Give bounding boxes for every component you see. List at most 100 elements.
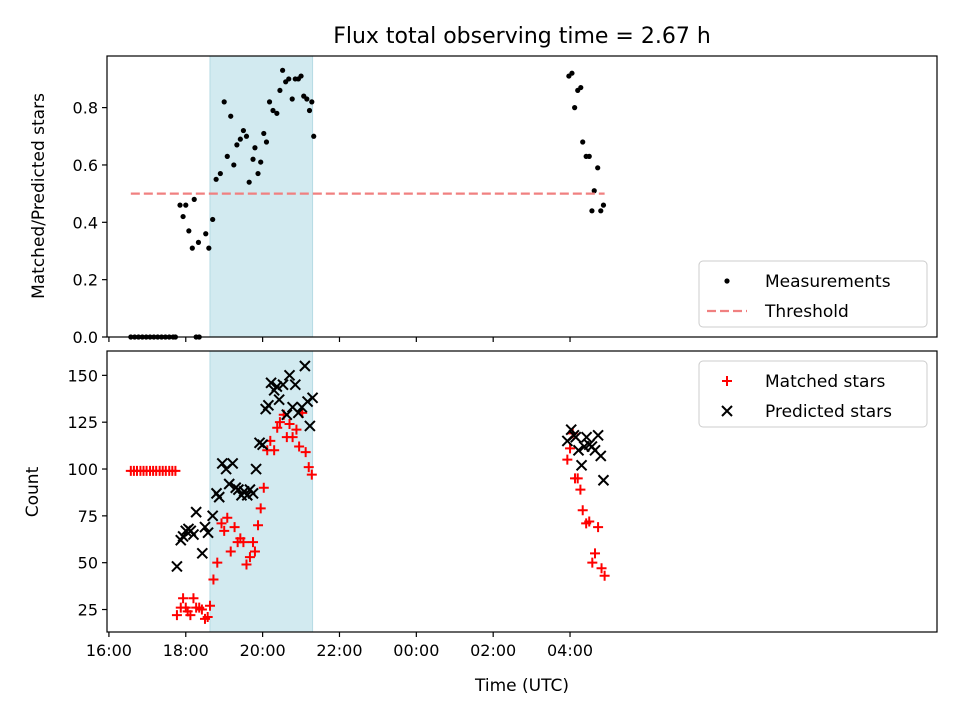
bottom-predicted-star-point <box>206 510 219 522</box>
bottom-matched-star-point <box>248 537 259 548</box>
top-measurement-point <box>195 239 202 245</box>
top-legend-swatch <box>724 278 730 284</box>
bottom-predicted-star-point <box>190 506 202 518</box>
bottom-y-tick-label: 100 <box>67 460 98 479</box>
top-ylabel: Matched/Predicted stars <box>29 93 49 299</box>
bottom-x-tick-label: 18:00 <box>163 641 209 660</box>
bottom-matched-star-point <box>274 417 285 428</box>
top-y-tick-label: 0.0 <box>73 328 98 347</box>
bottom-predicted-star-point <box>187 528 200 541</box>
bottom-predicted-star-point <box>597 474 610 486</box>
bottom-predicted-star-point <box>265 377 277 389</box>
bottom-matched-star-point <box>204 600 215 611</box>
top-measurement-point <box>595 165 601 171</box>
bottom-matched-star-point <box>178 593 189 604</box>
top-legend-label: Measurements <box>765 272 891 292</box>
top-measurement-point <box>258 159 264 165</box>
top-measurement-point <box>266 99 273 105</box>
bottom-predicted-star-point <box>289 379 301 391</box>
bottom-y-tick-label: 75 <box>78 507 98 526</box>
bottom-predicted-star-point <box>304 420 316 432</box>
bottom-predicted-star-point <box>580 431 593 443</box>
top-measurement-point <box>311 133 317 139</box>
bottom-x-tick-label: 02:00 <box>470 641 516 660</box>
bottom-legend-box <box>698 360 928 428</box>
bottom-y-tick-label: 50 <box>78 554 98 573</box>
top-measurement-point <box>309 99 315 105</box>
top-measurement-point <box>243 133 250 139</box>
bottom-panel: 16:00 18:00 20:00 22:00 00:00 02:00 04:00 25 50 7… <box>67 350 938 660</box>
bottom-predicted-star-point <box>250 463 262 475</box>
bottom-predicted-star-point <box>306 392 319 404</box>
bottom-predicted-star-point <box>575 459 588 471</box>
bottom-xlabel: Time (UTC) <box>474 676 569 696</box>
top-axes-frame <box>106 55 938 338</box>
top-measurement-point <box>591 188 597 194</box>
bottom-x-tick-label: 22:00 <box>316 641 362 660</box>
top-measurement-point <box>237 136 243 142</box>
bottom-x-tick-label: 00:00 <box>393 641 439 660</box>
bottom-matched-star-point <box>599 570 610 581</box>
bottom-y-tick-label: 125 <box>67 413 98 432</box>
bottom-matched-star-point <box>185 610 196 621</box>
bottom-matched-star-point <box>244 552 255 563</box>
bottom-x-tick-label: 16:00 <box>86 641 132 660</box>
bottom-y-tick-label: 150 <box>67 366 98 385</box>
bottom-predicted-star-point <box>572 444 585 456</box>
top-measurement-point <box>298 73 304 79</box>
top-measurement-point <box>263 139 270 145</box>
top-measurement-point <box>231 162 237 168</box>
top-measurement-point <box>213 176 219 182</box>
bottom-predicted-star-point <box>565 423 577 436</box>
bottom-predicted-star-point <box>595 450 607 462</box>
top-measurement-point <box>600 202 607 208</box>
top-measurement-point <box>250 156 256 162</box>
bottom-matched-star-point <box>188 593 199 604</box>
bottom-matched-star-point <box>196 604 207 615</box>
bottom-x-tick-label: 04:00 <box>547 641 593 660</box>
top-measurement-point <box>217 170 223 177</box>
bottom-matched-star-point <box>222 512 233 523</box>
top-measurement-point <box>289 96 295 102</box>
top-measurement-point <box>210 216 216 223</box>
bottom-predicted-star-point <box>592 429 604 442</box>
top-y-tick-label: 0.8 <box>73 99 98 118</box>
bottom-predicted-star-point <box>216 457 228 470</box>
top-measurement-point <box>203 231 209 237</box>
top-measurement-point <box>177 202 183 208</box>
bottom-x-tick-label: 20:00 <box>240 641 286 660</box>
bottom-matched-star-point <box>300 447 311 458</box>
top-y-tick-label: 0.2 <box>73 271 98 290</box>
top-measurement-point <box>221 99 227 105</box>
bottom-matched-star-point <box>577 505 588 516</box>
bottom-predicted-star-point <box>256 438 269 451</box>
bottom-matched-star-point <box>306 469 317 480</box>
bottom-y-tick-label: 25 <box>78 601 98 620</box>
bottom-predicted-star-point <box>292 407 305 419</box>
top-measurement-point <box>240 127 247 134</box>
bottom-matched-star-point <box>225 546 236 557</box>
bottom-predicted-star-point <box>223 478 235 490</box>
top-measurement-point <box>180 213 186 220</box>
top-measurement-point <box>228 113 234 119</box>
top-measurement-point <box>183 202 189 208</box>
top-legend-box <box>698 260 928 328</box>
bottom-matched-star-point <box>212 557 223 568</box>
bottom-legend-swatch <box>721 405 733 417</box>
bottom-matched-star-point <box>258 482 269 493</box>
top-observing-window <box>209 55 314 338</box>
top-measurement-point <box>280 67 286 73</box>
top-measurement-point <box>206 245 212 251</box>
bottom-matched-star-point <box>249 546 260 557</box>
bottom-axes-frame <box>106 350 938 633</box>
bottom-matched-star-point <box>294 441 305 452</box>
top-y-tick-label: 0.4 <box>73 213 98 232</box>
bottom-predicted-star-point <box>570 431 582 443</box>
top-measurement-point <box>286 76 292 82</box>
top-y-tick-label: 0.6 <box>73 156 98 175</box>
bottom-legend-label: Predicted stars <box>765 402 892 422</box>
top-measurement-point <box>569 70 575 76</box>
top-measurement-point <box>224 153 230 159</box>
